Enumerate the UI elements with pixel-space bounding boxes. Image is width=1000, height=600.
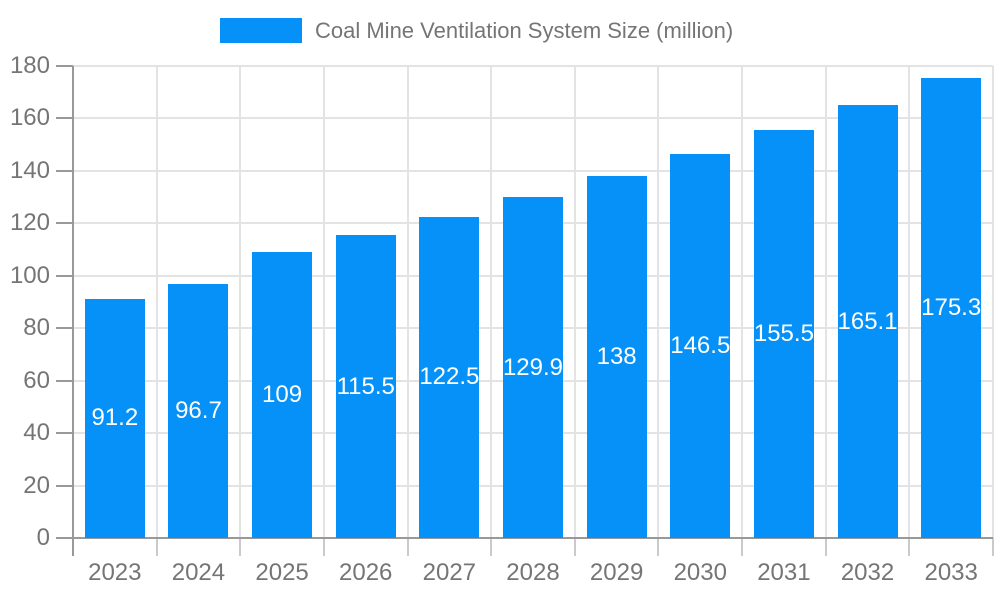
y-axis-tick (56, 169, 73, 172)
bar-2029 (586, 176, 647, 538)
bar-2026 (335, 235, 396, 538)
x-gridline (490, 66, 493, 538)
x-axis-category-label: 2023 (88, 559, 142, 586)
y-axis-tick-label: 180 (9, 52, 50, 79)
x-axis-tick (992, 538, 994, 556)
y-gridline (73, 65, 993, 67)
x-axis-tick (908, 538, 911, 556)
y-axis-tick-label: 140 (9, 156, 50, 184)
bar-value-label: 109 (262, 381, 303, 409)
bar-value-label: 165.1 (837, 307, 898, 335)
bar-2028 (503, 197, 563, 538)
x-gridline (155, 66, 158, 538)
y-axis-tick-label: 80 (23, 314, 50, 342)
bar-2030 (670, 153, 731, 538)
x-axis-tick (741, 538, 744, 556)
x-axis-tick (322, 538, 325, 556)
x-axis-tick (657, 538, 660, 556)
x-axis-category-label: 2031 (757, 559, 811, 586)
x-axis-category-label: 2028 (506, 559, 560, 586)
y-axis-tick-label: 120 (9, 209, 50, 237)
x-axis-category-label: 2026 (339, 559, 393, 586)
bar-value-label: 96.7 (175, 397, 222, 425)
y-axis-tick (56, 65, 73, 67)
y-axis-tick (56, 274, 73, 277)
bar-value-label: 122.5 (419, 363, 480, 391)
x-axis-tick (406, 538, 409, 556)
y-gridline (73, 117, 993, 120)
bar-value-label: 129.9 (502, 353, 564, 381)
x-axis-tick (72, 538, 74, 556)
y-axis-tick-label: 0 (36, 524, 50, 551)
x-gridline (992, 66, 994, 538)
y-axis-line (72, 66, 74, 538)
x-axis-category-label: 2030 (673, 559, 727, 586)
x-axis-category-label: 2024 (171, 559, 226, 586)
x-gridline (741, 66, 744, 538)
x-axis-tick (573, 538, 576, 556)
y-axis-tick (56, 222, 73, 225)
x-axis-category-label: 2025 (255, 559, 309, 586)
x-gridline (573, 66, 576, 538)
y-axis-tick (56, 117, 73, 120)
y-axis-tick (56, 484, 73, 487)
y-axis-tick (56, 432, 73, 435)
x-gridline (824, 66, 827, 538)
bar-2025 (252, 252, 313, 538)
legend-item[interactable]: Coal Mine Ventilation System Size (milli… (220, 18, 733, 43)
x-gridline (322, 66, 325, 538)
x-axis-line (56, 537, 993, 539)
bar-value-label: 175.3 (921, 294, 982, 322)
bar-value-label: 115.5 (336, 372, 395, 400)
y-axis-tick-label: 40 (23, 419, 50, 447)
legend-swatch (220, 18, 302, 43)
legend-label: Coal Mine Ventilation System Size (milli… (315, 18, 734, 43)
x-gridline (406, 66, 409, 538)
x-gridline (239, 66, 242, 538)
x-axis-category-label: 2032 (840, 559, 895, 586)
y-axis-tick-label: 100 (9, 261, 50, 289)
x-axis-tick (490, 538, 493, 556)
bar-2032 (837, 105, 898, 538)
x-axis-tick (155, 538, 158, 556)
bar-value-label: 155.5 (753, 320, 814, 348)
bar-value-label: 146.5 (670, 331, 731, 359)
y-axis-tick (56, 379, 73, 382)
x-axis-tick (824, 538, 827, 556)
bar-value-label: 91.2 (91, 404, 139, 432)
y-axis-tick-label: 160 (9, 104, 50, 132)
bar-2023 (84, 298, 145, 538)
x-axis-category-label: 2033 (924, 559, 978, 586)
x-axis-category-label: 2027 (422, 559, 477, 586)
x-gridline (908, 66, 911, 538)
x-axis-category-label: 2029 (589, 559, 644, 586)
bar-2024 (168, 284, 229, 538)
y-axis-tick (56, 327, 73, 330)
y-axis-tick-label: 60 (23, 366, 50, 394)
bar-2027 (419, 216, 480, 538)
y-gridline (73, 169, 993, 172)
x-axis-tick (239, 538, 242, 556)
y-axis-tick-label: 20 (23, 471, 50, 499)
bar-value-label: 138 (596, 343, 637, 371)
bar-2033 (921, 78, 982, 538)
bar-2031 (753, 130, 814, 538)
x-gridline (657, 66, 660, 538)
